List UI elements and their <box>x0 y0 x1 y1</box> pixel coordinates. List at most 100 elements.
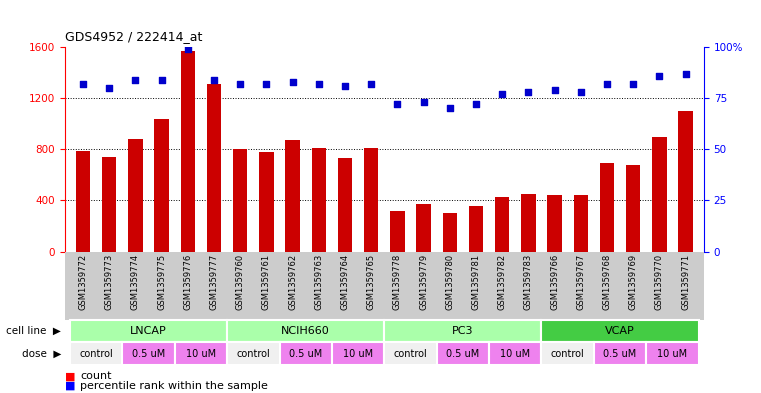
Text: control: control <box>79 349 113 359</box>
Text: 0.5 uM: 0.5 uM <box>289 349 323 359</box>
Text: ■: ■ <box>65 381 75 391</box>
Text: GSM1359767: GSM1359767 <box>576 253 585 310</box>
Text: control: control <box>551 349 584 359</box>
Text: GSM1359760: GSM1359760 <box>236 253 245 310</box>
Text: GSM1359782: GSM1359782 <box>498 253 507 310</box>
Bar <box>279 342 332 365</box>
Point <box>549 87 561 93</box>
Point <box>182 46 194 52</box>
Text: GSM1359781: GSM1359781 <box>472 253 480 310</box>
Bar <box>70 342 123 365</box>
Bar <box>332 342 384 365</box>
Bar <box>489 342 542 365</box>
Point <box>129 77 142 83</box>
Point <box>444 105 456 112</box>
Point <box>260 81 272 87</box>
Text: GSM1359771: GSM1359771 <box>681 253 690 310</box>
Text: GSM1359774: GSM1359774 <box>131 253 140 310</box>
Text: dose  ▶: dose ▶ <box>21 349 61 359</box>
Text: GSM1359772: GSM1359772 <box>78 253 88 310</box>
Point <box>418 99 430 105</box>
Text: GSM1359773: GSM1359773 <box>105 253 113 310</box>
Text: 10 uM: 10 uM <box>658 349 687 359</box>
Bar <box>542 342 594 365</box>
Point <box>496 91 508 97</box>
Point <box>103 85 116 91</box>
Text: ■: ■ <box>65 371 75 381</box>
Point <box>601 81 613 87</box>
Bar <box>547 195 562 252</box>
Text: count: count <box>80 371 111 381</box>
Bar <box>180 51 195 252</box>
Bar <box>175 342 227 365</box>
Bar <box>227 320 384 342</box>
Point <box>522 89 534 95</box>
Bar <box>76 151 91 252</box>
Bar <box>102 157 116 252</box>
Point <box>391 101 403 108</box>
Text: 10 uM: 10 uM <box>500 349 530 359</box>
Text: 10 uM: 10 uM <box>186 349 216 359</box>
Bar <box>285 140 300 252</box>
Text: GSM1359780: GSM1359780 <box>445 253 454 310</box>
Text: GSM1359779: GSM1359779 <box>419 253 428 310</box>
Point <box>627 81 639 87</box>
Point <box>365 81 377 87</box>
Text: 0.5 uM: 0.5 uM <box>446 349 479 359</box>
Bar <box>652 136 667 252</box>
Text: GSM1359761: GSM1359761 <box>262 253 271 310</box>
Bar <box>338 158 352 252</box>
Text: cell line  ▶: cell line ▶ <box>6 326 61 336</box>
Bar <box>233 149 247 252</box>
Text: GSM1359766: GSM1359766 <box>550 253 559 310</box>
Bar <box>390 211 405 252</box>
Bar <box>646 342 699 365</box>
Text: control: control <box>237 349 270 359</box>
Text: percentile rank within the sample: percentile rank within the sample <box>80 381 268 391</box>
Bar <box>260 152 274 252</box>
Text: GSM1359770: GSM1359770 <box>655 253 664 310</box>
Text: 0.5 uM: 0.5 uM <box>603 349 637 359</box>
Bar <box>207 84 221 252</box>
Bar <box>384 320 542 342</box>
Text: GSM1359777: GSM1359777 <box>209 253 218 310</box>
Point <box>339 83 351 89</box>
Bar <box>521 194 536 252</box>
Text: GSM1359775: GSM1359775 <box>157 253 166 310</box>
Bar <box>574 195 588 252</box>
Text: 10 uM: 10 uM <box>343 349 373 359</box>
Text: GSM1359762: GSM1359762 <box>288 253 297 310</box>
Point <box>208 77 220 83</box>
Bar <box>437 342 489 365</box>
Text: GSM1359765: GSM1359765 <box>367 253 376 310</box>
Text: LNCAP: LNCAP <box>130 326 167 336</box>
Point <box>575 89 587 95</box>
Text: GSM1359764: GSM1359764 <box>340 253 349 310</box>
Bar <box>364 148 378 252</box>
Text: control: control <box>393 349 428 359</box>
Text: GSM1359768: GSM1359768 <box>603 253 612 310</box>
Bar <box>311 148 326 252</box>
Point <box>234 81 247 87</box>
Text: GSM1359776: GSM1359776 <box>183 253 193 310</box>
Point <box>680 71 692 77</box>
Bar <box>542 320 699 342</box>
Text: NCIH660: NCIH660 <box>282 326 330 336</box>
Bar <box>678 111 693 252</box>
Text: GSM1359778: GSM1359778 <box>393 253 402 310</box>
Text: GDS4952 / 222414_at: GDS4952 / 222414_at <box>65 30 202 43</box>
Point <box>313 81 325 87</box>
Bar <box>600 163 614 252</box>
Point <box>470 101 482 108</box>
Bar <box>128 139 142 252</box>
Point <box>653 73 665 79</box>
Text: GSM1359769: GSM1359769 <box>629 253 638 310</box>
Bar <box>495 196 509 252</box>
Bar <box>70 320 227 342</box>
Point <box>287 79 299 85</box>
Bar <box>416 204 431 252</box>
Point <box>155 77 167 83</box>
Bar <box>384 342 437 365</box>
Text: VCAP: VCAP <box>605 326 635 336</box>
Point <box>77 81 89 87</box>
